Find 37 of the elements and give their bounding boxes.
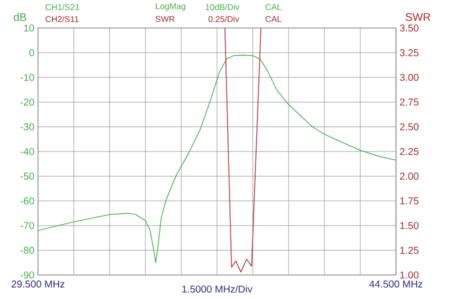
y2-tick-label: 2.50	[400, 123, 419, 130]
line-series	[38, 54, 396, 264]
y-tick-label: 10	[24, 24, 34, 32]
text: 10dB/Div	[206, 4, 240, 10]
y-tick-label: -50	[20, 172, 34, 180]
y-tick-label: -10	[20, 74, 34, 81]
y-tick-label: -70	[20, 222, 34, 230]
y2-tick-label: 2.75	[400, 98, 418, 106]
x-tick-label: 29.500 MHz	[12, 280, 64, 288]
y2-tick-label: 1.75	[400, 197, 418, 204]
y2-axis-title: SWR	[406, 13, 430, 21]
y-tick-label: -80	[20, 246, 34, 254]
y-tick-label: -60	[20, 197, 34, 204]
y-tick-label: 0	[29, 49, 34, 56]
text: 0.25/Div	[208, 16, 240, 22]
y-tick-label: -20	[20, 98, 34, 106]
y-tick-label: -90	[20, 271, 34, 279]
y-tick-label: -40	[20, 148, 34, 156]
y2-tick-label: 2.00	[400, 172, 419, 180]
text: CAL	[266, 16, 282, 22]
text: CAL	[266, 4, 282, 10]
y-tick-label: -30	[20, 123, 34, 130]
text: 1.5000 MHz/Div	[182, 285, 252, 293]
y2-tick-label: 1.25	[400, 246, 418, 254]
y2-tick-label: 3.00	[400, 74, 419, 81]
text: SWR	[156, 16, 175, 22]
y2-tick-label: 3.50	[400, 24, 419, 32]
text: LogMag	[156, 3, 186, 11]
text: CH2/S11	[46, 16, 79, 22]
text: CH1/S21	[46, 4, 80, 10]
x-tick-label: 44.500 MHz	[369, 280, 422, 288]
y2-tick-label: 3.25	[400, 49, 418, 56]
y-axis-title: dB	[14, 12, 26, 22]
y2-tick-label: 1.50	[400, 222, 419, 230]
y2-tick-label: 2.25	[400, 148, 418, 156]
y2-tick-label: 1.00	[400, 271, 419, 279]
line-series	[224, 28, 262, 272]
